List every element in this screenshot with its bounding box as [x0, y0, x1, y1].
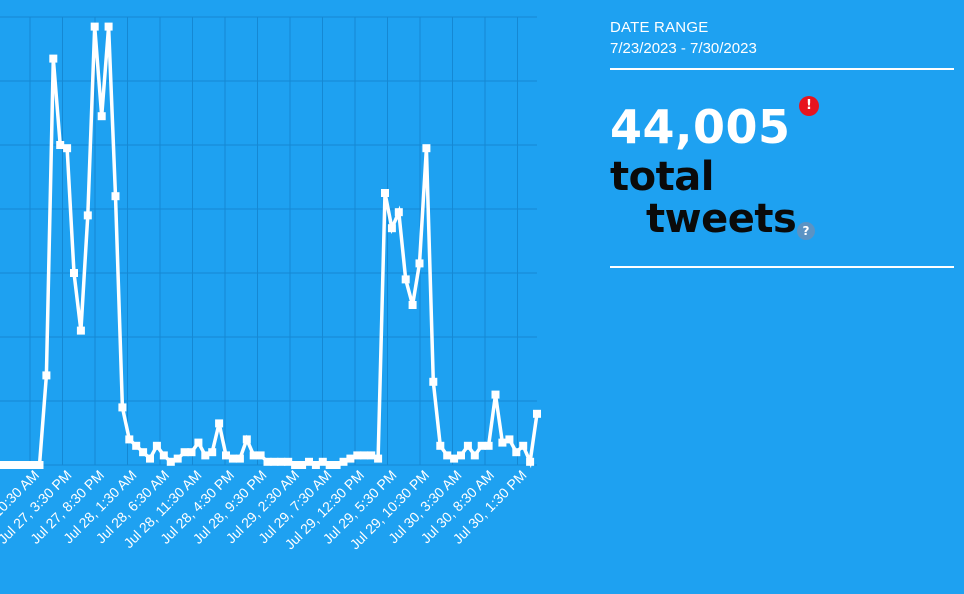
data-point — [118, 403, 127, 412]
data-point — [311, 461, 320, 469]
data-point — [132, 441, 141, 450]
data-point — [401, 275, 410, 284]
data-point — [256, 451, 265, 460]
data-point — [249, 451, 258, 460]
data-point — [526, 457, 535, 466]
data-point — [277, 457, 286, 466]
data-point — [228, 454, 237, 463]
data-point — [325, 461, 334, 469]
data-point — [28, 461, 37, 469]
data-point — [70, 269, 78, 277]
data-point — [42, 371, 51, 380]
data-point — [332, 461, 341, 469]
data-point — [374, 454, 383, 463]
data-point — [180, 448, 189, 457]
data-point — [139, 448, 148, 457]
data-point — [90, 22, 99, 31]
data-point — [353, 451, 362, 460]
data-point — [35, 461, 44, 469]
divider-bottom — [610, 266, 954, 268]
data-point — [387, 224, 396, 233]
divider-top — [610, 68, 954, 70]
data-point — [83, 211, 92, 220]
date-range-label: DATE RANGE — [610, 19, 709, 36]
data-point — [505, 435, 514, 444]
data-point — [415, 259, 424, 268]
data-point — [422, 144, 431, 153]
data-point — [291, 461, 300, 469]
data-point — [21, 461, 30, 469]
data-point — [263, 457, 272, 466]
data-point — [56, 141, 65, 149]
data-point — [159, 451, 168, 460]
data-point — [284, 457, 293, 466]
data-point — [477, 441, 486, 450]
data-point — [408, 301, 417, 309]
data-point — [97, 112, 106, 121]
question-circle-icon[interactable]: ? — [797, 222, 815, 240]
data-point — [146, 454, 154, 463]
data-point — [125, 435, 134, 444]
data-point — [429, 377, 438, 386]
data-point — [484, 441, 493, 450]
total-label-line2: tweets — [646, 196, 797, 242]
data-point — [360, 451, 369, 460]
data-point — [166, 457, 175, 466]
data-point — [367, 451, 376, 460]
data-point — [49, 54, 58, 63]
data-point — [457, 451, 465, 460]
data-point — [298, 461, 307, 469]
data-point — [512, 448, 521, 457]
data-point — [339, 457, 348, 466]
data-point — [111, 192, 120, 201]
data-point — [498, 438, 507, 447]
exclamation-circle-icon[interactable]: ! — [799, 96, 819, 116]
data-point — [463, 441, 472, 450]
data-point — [381, 189, 389, 197]
data-point — [346, 454, 355, 463]
data-point — [222, 451, 230, 460]
data-point — [318, 457, 327, 466]
data-point — [242, 435, 251, 444]
series-line — [0, 26, 539, 469]
data-point — [533, 409, 541, 418]
data-point — [450, 454, 459, 463]
data-point — [235, 454, 244, 463]
data-point — [519, 441, 528, 450]
data-point — [470, 451, 479, 460]
data-point — [14, 461, 23, 469]
data-point — [305, 457, 313, 466]
data-point — [173, 454, 182, 463]
data-point — [152, 441, 161, 450]
data-point — [104, 22, 113, 31]
data-point — [0, 461, 9, 469]
data-point — [270, 457, 279, 466]
date-range-value: 7/23/2023 - 7/30/2023 — [610, 40, 757, 57]
data-point — [194, 438, 203, 447]
data-point — [215, 419, 224, 428]
data-point — [394, 208, 403, 217]
data-point — [7, 461, 16, 469]
total-label-line1: total — [610, 154, 714, 200]
data-point — [76, 326, 85, 335]
data-point — [443, 451, 452, 460]
data-point — [201, 451, 210, 460]
data-point — [208, 448, 217, 457]
data-point — [63, 144, 72, 153]
data-point — [436, 441, 445, 450]
data-point — [491, 390, 500, 399]
data-point — [187, 448, 196, 457]
total-tweet-count: 44,005 — [610, 100, 791, 154]
summary-panel: DATE RANGE 7/23/2023 - 7/30/2023 44,005 … — [610, 0, 954, 300]
